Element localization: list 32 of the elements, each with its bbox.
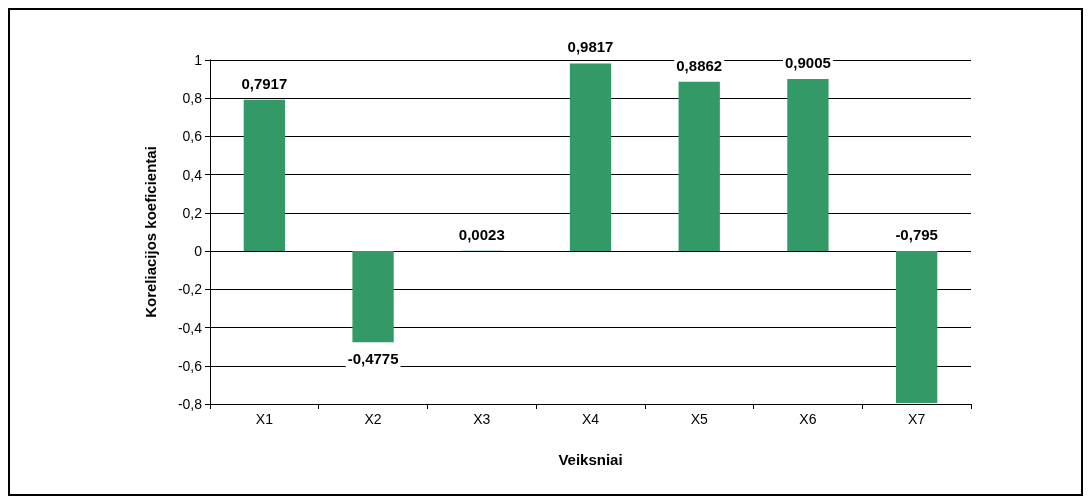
data-label: 0,0023 — [458, 225, 505, 243]
data-label: 0,8862 — [676, 56, 723, 74]
x-tick-label: X5 — [690, 411, 708, 427]
bar — [678, 81, 720, 252]
y-tick-label: 0,6 — [182, 128, 203, 145]
bar — [243, 99, 286, 252]
bar — [352, 251, 394, 343]
y-tick-label: -0,2 — [177, 281, 203, 298]
y-tick-label: -0,8 — [177, 396, 203, 412]
bar — [787, 79, 829, 252]
data-label: 0,9817 — [567, 38, 614, 56]
y-axis-title: Koreliacijos koeficientai — [142, 146, 159, 318]
data-label: 0,9005 — [784, 54, 831, 72]
y-tick-label: 0,8 — [182, 90, 203, 107]
y-tick-label: -0,4 — [177, 319, 203, 336]
x-axis-title: Veiksniai — [558, 451, 623, 468]
y-tick-label: -0,6 — [177, 357, 203, 374]
bar — [569, 63, 612, 252]
x-tick-label: X1 — [255, 411, 274, 427]
x-tick-label: X7 — [908, 411, 926, 427]
x-tick-label: X2 — [364, 411, 382, 427]
x-tick-label: X3 — [473, 411, 491, 427]
y-tick-label: 0 — [194, 243, 203, 260]
data-label: -0,4775 — [347, 350, 399, 368]
data-label: 0,7917 — [241, 74, 288, 92]
x-tick-label: X4 — [581, 411, 600, 427]
x-tick-label: X6 — [799, 411, 817, 427]
y-tick-label: 1 — [194, 52, 203, 68]
y-tick-label: 0,4 — [182, 166, 203, 183]
bar — [895, 251, 938, 404]
data-label: -0,795 — [895, 226, 938, 244]
y-tick-label: 0,2 — [182, 204, 203, 221]
